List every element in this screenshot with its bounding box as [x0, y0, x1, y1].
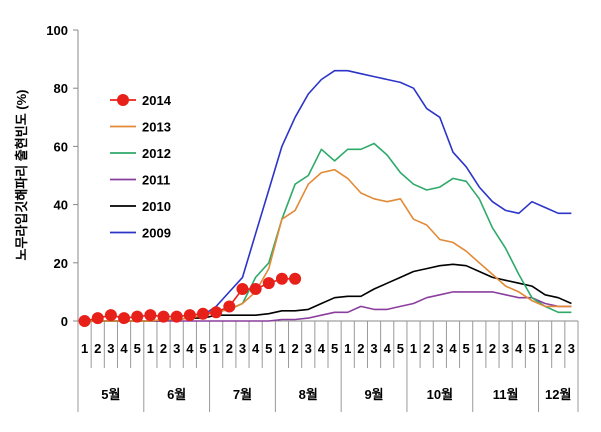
point-2014 [157, 310, 170, 323]
point-2014 [262, 277, 275, 290]
x-tick-label: 4 [120, 341, 128, 356]
x-tick-label: 2 [226, 341, 233, 356]
point-2014 [236, 282, 249, 295]
x-tick-label: 4 [449, 341, 457, 356]
point-2014 [210, 306, 223, 319]
x-tick-label: 2 [291, 341, 298, 356]
y-axis-label-group: 노무라입깃해파리 출현빈도 (%) [14, 90, 29, 261]
legend-label-2011: 2011 [142, 173, 170, 188]
x-tick-label: 3 [239, 341, 246, 356]
x-tick-label: 4 [515, 341, 523, 356]
y-tick-label: 80 [54, 81, 68, 96]
x-tick-label: 2 [160, 341, 167, 356]
x-tick-label: 5 [199, 341, 206, 356]
x-tick-label: 5 [528, 341, 535, 356]
point-2014 [197, 307, 209, 320]
x-tick-label: 3 [305, 341, 312, 356]
x-tick-label: 1 [278, 341, 285, 356]
legend: 2014 2013 2012 2011 2010 2009 [110, 93, 172, 241]
x-tick-label: 1 [410, 341, 417, 356]
point-2014 [91, 312, 104, 325]
month-label: 8월 [299, 387, 318, 402]
legend-marker-2014 [117, 94, 129, 106]
x-tick-label: 3 [568, 341, 575, 356]
x-tick-label: 1 [344, 341, 351, 356]
x-tick-label: 3 [502, 341, 509, 356]
series-line-2009 [84, 69, 572, 322]
axes [73, 29, 579, 412]
x-tick-label: 3 [436, 341, 443, 356]
month-label: 7월 [233, 387, 252, 402]
x-tick-label: 1 [476, 341, 483, 356]
y-tick-label: 20 [54, 256, 68, 271]
x-tick-label: 1 [541, 341, 548, 356]
x-tick-label: 1 [81, 341, 88, 356]
legend-label-2010: 2010 [142, 199, 171, 214]
x-tick-label: 2 [423, 341, 430, 356]
x-tick-label: 2 [94, 341, 101, 356]
point-2014 [170, 310, 183, 323]
legend-label-2013: 2013 [142, 120, 171, 135]
point-2014 [275, 272, 288, 285]
x-tick-label: 3 [370, 341, 377, 356]
x-tick-label: 4 [186, 341, 194, 356]
y-tick-label: 60 [54, 139, 68, 154]
x-tick-label: 3 [173, 341, 180, 356]
legend-label-2009: 2009 [142, 226, 171, 241]
x-tick-label: 1 [147, 341, 154, 356]
series-line-2013 [84, 168, 572, 322]
x-tick-label: 4 [384, 341, 392, 356]
point-2014 [144, 309, 157, 322]
point-2014 [183, 309, 196, 322]
point-2014 [223, 300, 236, 313]
x-tick-label: 2 [555, 341, 562, 356]
point-2014 [131, 310, 144, 323]
x-tick-label: 5 [331, 341, 338, 356]
series-lines [78, 69, 572, 327]
legend-label-2012: 2012 [142, 146, 171, 161]
y-tick-label: 0 [61, 314, 68, 329]
y-axis-label: 노무라입깃해파리 출현빈도 (%) [14, 90, 29, 261]
month-label: 10월 [427, 387, 453, 402]
y-tick-label: 40 [54, 198, 68, 213]
legend-label-2014: 2014 [142, 93, 172, 108]
month-label: 12월 [545, 387, 571, 402]
x-tick-label: 2 [357, 341, 364, 356]
x-tick-label: 5 [463, 341, 470, 356]
month-label: 6월 [167, 387, 186, 402]
point-2014 [104, 309, 117, 322]
x-tick-label: 5 [265, 341, 272, 356]
y-tick-label: 100 [46, 23, 68, 38]
x-tick-label: 3 [107, 341, 114, 356]
x-tick-label: 4 [318, 341, 326, 356]
point-2014 [289, 272, 302, 285]
point-2014 [78, 315, 91, 327]
month-label: 5월 [101, 387, 120, 402]
month-label: 9월 [364, 387, 383, 402]
point-2014 [249, 282, 262, 295]
x-tick-label: 5 [397, 341, 404, 356]
x-tick-label: 1 [213, 341, 220, 356]
x-tick-label: 5 [134, 341, 141, 356]
month-label: 11월 [493, 387, 519, 402]
point-2014 [118, 312, 131, 325]
x-tick-label: 4 [252, 341, 260, 356]
x-tick-label: 2 [489, 341, 496, 356]
